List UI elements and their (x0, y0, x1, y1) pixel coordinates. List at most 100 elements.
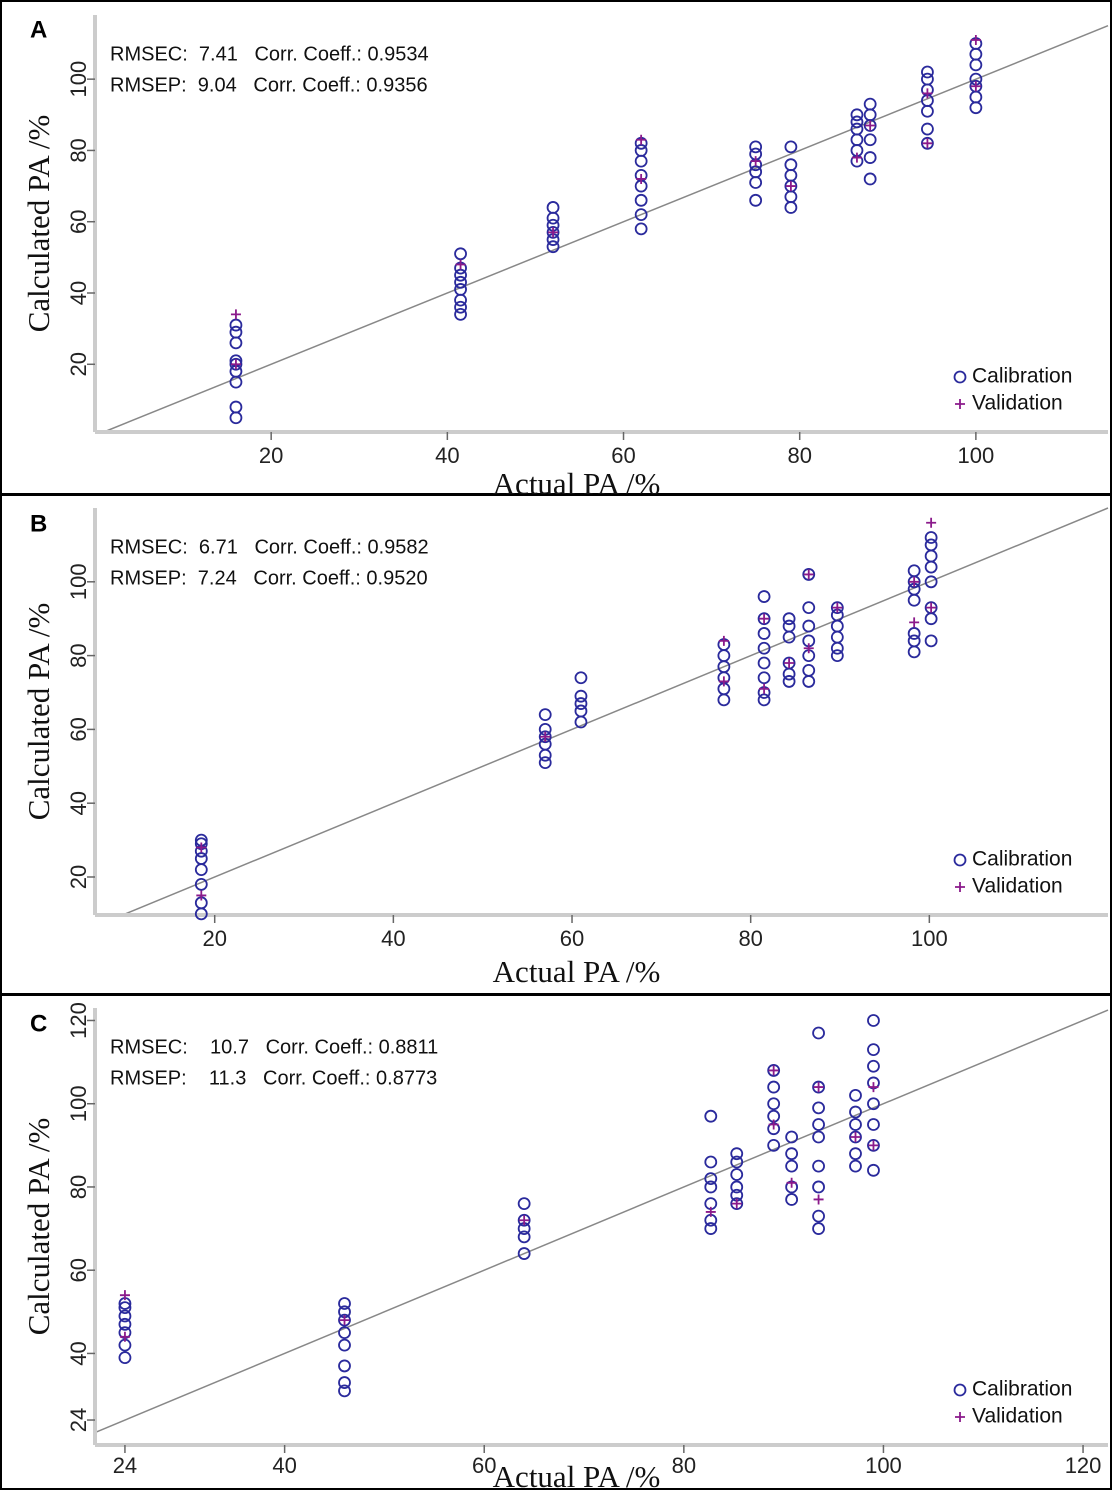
calibration-point (704, 1222, 718, 1235)
identity-line (103, 24, 1109, 433)
calibration-point (749, 140, 763, 154)
calibration-point (782, 619, 796, 633)
calibration-point (785, 1193, 799, 1206)
x-tick-label: 80 (787, 443, 811, 468)
calibration-point (767, 1138, 781, 1152)
legend-label: Validation (972, 392, 1063, 415)
calibration-point (850, 115, 864, 129)
calibration-point (830, 619, 844, 633)
validation-point (196, 842, 207, 853)
validation-point (750, 156, 761, 167)
calibration-point (454, 247, 467, 261)
calibration-point (867, 1014, 880, 1027)
legend-marker (955, 1412, 965, 1422)
calibration-point (969, 79, 983, 93)
validation-point (813, 1194, 824, 1205)
calibration-point (784, 140, 798, 154)
calibration-point (767, 1097, 781, 1111)
calibration-point (924, 560, 938, 574)
validation-point (970, 81, 981, 92)
y-tick-label: 80 (66, 1175, 91, 1199)
calibration-point (812, 1080, 825, 1094)
validation-point (851, 152, 862, 163)
calibration-point (867, 1097, 880, 1111)
calibration-point (921, 136, 934, 150)
calibration-point (118, 1309, 132, 1323)
calibration-point (538, 730, 552, 744)
validation-point (768, 1065, 779, 1076)
calibration-point (538, 756, 552, 770)
validation-point (230, 359, 241, 370)
calibration-point (782, 630, 796, 644)
y-tick-label: 40 (66, 281, 91, 305)
panel-label: C (30, 1010, 47, 1037)
calibration-point (863, 97, 877, 111)
calibration-point (454, 307, 467, 321)
calibration-point (849, 1130, 862, 1144)
calibration-point (784, 168, 798, 182)
validation-point (636, 173, 647, 184)
annotation: RMSEP: 7.24 Corr. Coeff.: 0.9520 (110, 567, 428, 589)
calibration-point (229, 318, 243, 332)
x-axis-label: Actual PA /% (493, 1459, 661, 1490)
calibration-point (229, 336, 243, 350)
calibration-point (812, 1130, 825, 1144)
calibration-point (757, 693, 771, 707)
validation-point (813, 1082, 824, 1093)
calibration-point (921, 72, 934, 86)
calibration-point (921, 122, 934, 136)
calibration-point (784, 190, 798, 204)
panel-border (0, 994, 1112, 1490)
y-tick-label: 120 (66, 1002, 91, 1039)
validation-point (540, 731, 551, 742)
calibration-point (574, 671, 588, 685)
calibration-point (454, 275, 467, 289)
calibration-point (782, 656, 796, 670)
validation-point (768, 1119, 779, 1130)
x-tick-label: 100 (865, 1453, 902, 1478)
annotation: RMSEC: 6.71 Corr. Coeff.: 0.9582 (110, 536, 429, 558)
validation-point (803, 643, 814, 654)
panel-label: A (30, 16, 47, 43)
calibration-point (969, 101, 983, 115)
y-tick-label: 100 (66, 1085, 91, 1122)
calibration-point (863, 108, 877, 122)
calibration-point (802, 601, 816, 615)
calibration-point (921, 104, 934, 118)
calibration-point (757, 590, 771, 603)
calibration-point (782, 667, 796, 681)
calibration-point (749, 176, 763, 189)
calibration-point (812, 1222, 825, 1235)
calibration-point (538, 748, 552, 762)
calibration-point (118, 1301, 132, 1315)
calibration-point (802, 568, 816, 581)
calibration-point (863, 133, 877, 147)
calibration-point (924, 531, 938, 544)
calibration-point (830, 641, 844, 655)
calibration-point (867, 1138, 880, 1152)
calibration-point (907, 634, 921, 648)
calibration-point (546, 211, 560, 225)
calibration-point (784, 201, 798, 214)
validation-point (705, 1206, 716, 1217)
annotation: RMSEC: 10.7 Corr. Coeff.: 0.8811 (110, 1036, 438, 1058)
legend-label: Calibration (972, 1378, 1072, 1401)
calibration-point (767, 1064, 781, 1077)
calibration-point (704, 1155, 718, 1169)
y-tick-label: 24 (66, 1408, 91, 1432)
calibration-point (924, 634, 938, 648)
validation-point (548, 227, 559, 238)
x-tick-label: 100 (911, 926, 948, 951)
y-axis-label: Calculated PA /% (21, 603, 56, 821)
calibration-point (749, 165, 763, 179)
calibration-point (850, 133, 864, 147)
calibration-point (782, 612, 796, 626)
validation-point (636, 134, 647, 145)
calibration-point (757, 627, 771, 640)
calibration-point (907, 627, 921, 640)
calibration-point (830, 630, 844, 644)
validation-point (970, 34, 981, 45)
calibration-point (757, 656, 771, 670)
x-axis-label: Actual PA /% (493, 954, 661, 989)
